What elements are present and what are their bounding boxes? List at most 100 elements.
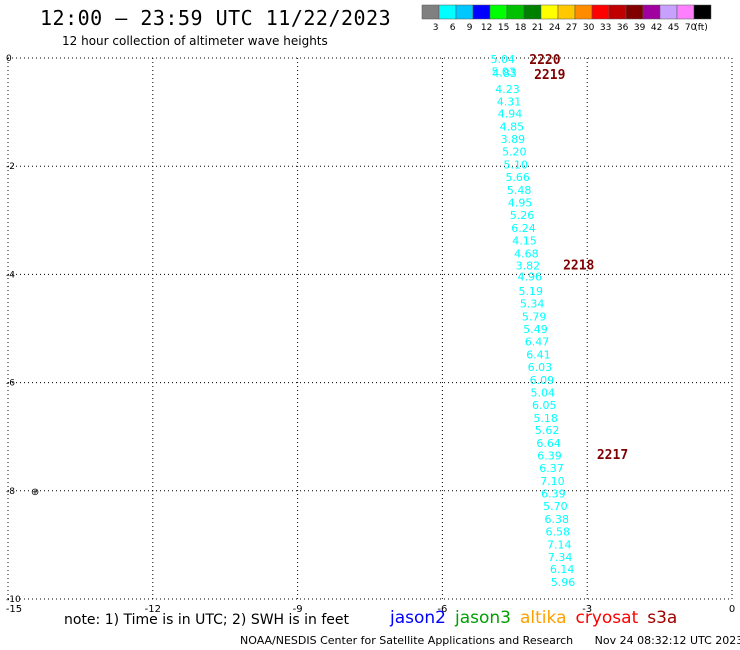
wave-height-point: 4.68 [514,247,539,260]
color-scale-swatch [472,4,491,20]
wave-height-point: 3.89 [501,133,526,146]
color-scale-swatch [574,4,593,20]
time-label: 2217 [597,448,628,463]
color-scale-label: 3 [433,23,439,33]
color-scale-swatch [455,4,474,20]
wave-height-point: 4.85 [500,121,525,134]
wave-height-point: 6.14 [550,563,575,576]
wave-height-point: 3.82 [516,260,541,273]
note-text: note: 1) Time is in UTC; 2) SWH is in fe… [64,612,350,628]
wave-height-point: 5.10 [504,159,529,172]
color-scale-swatch [557,4,576,20]
satellite-legend: jason2 jason3 altika cryosat s3a [390,608,686,628]
wave-height-point: 6.39 [541,488,566,501]
map-marker-icon: ⊕ [31,487,39,498]
color-scale-swatch [421,4,440,20]
wave-height-point: 7.14 [547,538,572,551]
color-scale-swatch [676,4,695,20]
x-tick-label: -12 [145,604,161,615]
wave-height-point: 5.34 [520,298,545,311]
color-scale-swatch [438,4,457,20]
color-scale-label: 39 [634,23,646,33]
wave-height-point: 7.10 [540,475,565,488]
satellite-legend-item: cryosat [575,608,639,628]
y-tick-label: -6 [6,379,15,389]
y-tick-label: 0 [6,54,12,64]
color-scale-label: 6 [450,23,456,33]
color-scale-unit: (ft) [694,23,708,33]
color-scale-label: 21 [532,23,543,33]
wave-height-point: 5.66 [505,171,530,184]
wave-height-point: 7.34 [548,551,573,564]
wave-height-point: 6.05 [532,399,557,412]
wave-height-point: 6.03 [528,361,553,374]
satellite-legend-item: jason2 [390,608,446,628]
color-scale-swatch [506,4,525,20]
color-scale-label: 42 [651,23,662,33]
time-label: 2220 [529,53,560,68]
wave-height-point: 6.39 [537,450,562,463]
color-scale-label: 30 [583,23,595,33]
page-subtitle: 12 hour collection of altimeter wave hei… [62,34,328,48]
wave-height-point: 6.09 [530,374,555,387]
color-scale-swatch [659,4,678,20]
wave-height-point: 5.70 [543,500,568,513]
wave-height-point: 5.79 [522,311,547,324]
x-tick-label: -15 [6,604,22,615]
wave-height-point: 6.24 [511,222,536,235]
wave-height-point: 4.95 [508,196,533,209]
wave-height-point: 5.49 [523,323,548,336]
color-scale-swatch [625,4,644,20]
wave-height-point: 4.94 [498,108,523,121]
color-scale-swatch [608,4,627,20]
color-scale-label: 12 [481,23,492,33]
satellite-legend-item: jason3 [455,608,511,628]
wave-height-point: 5.18 [533,412,558,425]
color-scale-label: 27 [566,23,577,33]
color-scale-label: 18 [515,23,527,33]
x-tick-label: -6 [437,604,447,615]
wave-height-point: 6.47 [525,335,550,348]
y-tick-label: -8 [6,487,15,497]
x-tick-label: -3 [582,604,592,615]
color-scale-swatch [523,4,542,20]
wave-height-point: 5.04 [490,53,515,66]
color-scale-label: 9 [467,23,473,33]
wave-height-point: 6.58 [546,525,571,538]
color-scale-label: 45 [668,23,679,33]
wave-height-point: 5.96 [551,576,576,589]
satellite-legend-item: altika [520,608,567,628]
x-tick-label: 0 [729,604,735,615]
color-scale-label: 36 [617,23,629,33]
color-scale-swatch [693,4,712,20]
footer: NOAA/NESDIS Center for Satellite Applica… [240,634,740,647]
wave-height-point: 5.20 [502,146,527,159]
page-title: 12:00 – 23:59 UTC 11/22/2023 [40,6,392,30]
wave-height-point: 6.41 [526,348,551,361]
wave-height-point: 4.15 [512,234,537,247]
wave-height-point: 4.31 [497,95,522,108]
color-scale-label: 24 [549,23,561,33]
y-tick-label: -10 [6,595,21,605]
color-scale-swatch [489,4,508,20]
color-scale-swatch [642,4,661,20]
wave-height-point: 6.64 [536,437,561,450]
footer-org: NOAA/NESDIS Center for Satellite Applica… [240,634,574,647]
wave-height-point: 4.83 [492,67,517,80]
y-tick-label: -2 [6,162,15,172]
wave-height-point: 4.96 [518,271,543,284]
color-scale-label: 70 [685,23,697,33]
wave-height-point: 6.37 [539,462,564,475]
x-tick-label: -9 [293,604,303,615]
wave-height-point: 5.19 [518,285,543,298]
time-label: 2219 [534,68,565,83]
wave-height-point: 5.62 [535,424,560,437]
wave-height-point: 5.48 [507,184,532,197]
color-scale-label: 15 [498,23,509,33]
wave-height-point: 4.23 [495,83,520,96]
color-scale-label: 33 [600,23,611,33]
color-scale-swatch [540,4,559,20]
wave-height-point: 6.38 [545,513,570,526]
